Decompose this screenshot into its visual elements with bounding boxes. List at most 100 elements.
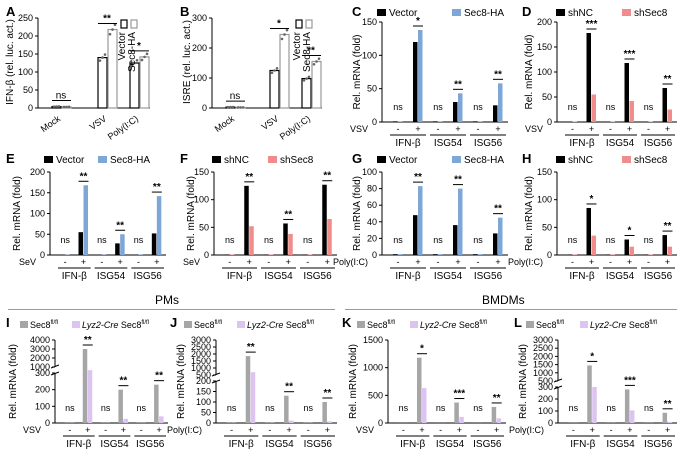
panel-c-bar xyxy=(418,30,423,122)
panel-f-bar xyxy=(288,234,293,255)
panel-j-sig-label: ns xyxy=(227,403,237,413)
panel-i-treatment-sign: - xyxy=(68,425,71,435)
panel-e-treatment-sign: + xyxy=(154,257,159,267)
panel-k-treatment-sign: - xyxy=(439,425,442,435)
panel-c-bar xyxy=(453,102,458,122)
panel-h-treatment-sign: - xyxy=(609,257,612,267)
panel-g-bar xyxy=(478,254,483,255)
panel-h-y-tick-label: 50 xyxy=(542,222,552,232)
panel-k-sig-label: ns xyxy=(473,403,483,413)
panel-e-y-tick-label: 0 xyxy=(40,250,45,260)
panel-b-dot xyxy=(286,29,289,32)
panel-d-bar xyxy=(668,110,673,123)
section-label-pms: PMs xyxy=(155,293,179,307)
panel-h-bar xyxy=(606,254,611,255)
panel-d-y-label: Rel. mRNA (fold) xyxy=(524,34,535,109)
panel-g-gene-label: ISG54 xyxy=(434,271,463,282)
panel-l-y-tick-label: 300 xyxy=(538,382,553,392)
panel-c-gene-label: IFN-β xyxy=(395,138,420,149)
panel-e-y-label: Rel. mRNA (fold) xyxy=(12,176,23,251)
panel-f-sig-label: ns xyxy=(225,235,235,245)
panel-c-treatment-sign: - xyxy=(437,124,440,134)
panel-k-bar xyxy=(459,417,464,423)
panel-l-sig-label: ns xyxy=(644,403,654,413)
panel-h-sig-label: ns xyxy=(568,235,578,245)
panel-i-bar xyxy=(154,385,159,423)
panel-c-treatment-sign: - xyxy=(397,124,400,134)
panel-a-bar xyxy=(108,30,117,108)
panel-g-sig-label: ns xyxy=(473,235,483,245)
panel-c-legend-swatch xyxy=(452,9,461,16)
panel-k-treatment-sign: - xyxy=(477,425,480,435)
panel-a-sig-label: ** xyxy=(103,14,111,25)
panel-f-bar xyxy=(283,223,288,255)
panel-j-legend-swatch xyxy=(184,321,192,328)
panel-c-sig-label: ** xyxy=(494,69,502,80)
panel-h-legend-label: shSec8 xyxy=(634,155,668,166)
panel-l-stimulus-label: Poly(I:C) xyxy=(509,425,544,435)
panel-e-sig-label: ** xyxy=(116,220,124,231)
panel-i-y-tick-label: 4000 xyxy=(30,335,50,345)
panel-f-treatment-sign: + xyxy=(286,257,291,267)
panel-b-dot xyxy=(305,77,308,80)
panel-d-y-tick-label: 150 xyxy=(537,42,552,52)
panel-g-y-tick-label: 100 xyxy=(362,167,377,177)
legend-base-part: Sec8 xyxy=(536,320,557,330)
panel-h-treatment-sign: + xyxy=(665,257,670,267)
panel-f-legend-label: shSec8 xyxy=(280,155,314,166)
panel-d-treatment-sign: + xyxy=(665,124,670,134)
panel-l-legend-label: Sec8fl/fl xyxy=(536,320,564,330)
panel-i-sig-label: ns xyxy=(136,403,146,413)
panel-c-bar xyxy=(398,121,403,122)
panel-j-letter: J xyxy=(170,315,177,330)
panel-h-bar xyxy=(644,254,649,255)
panel-e-gene-label: ISG54 xyxy=(97,271,126,282)
panel-i-treatment-sign: - xyxy=(140,425,143,435)
panel-j-treatment-sign: - xyxy=(307,425,310,435)
panel-f-treatment-sign: + xyxy=(247,257,252,267)
panel-l-y-label: Rel. mRNA (fold) xyxy=(518,344,529,419)
panel-k-legend-label: Lyz2-Cre Sec8fl/fl xyxy=(420,320,487,330)
panel-g-legend-swatch xyxy=(452,156,461,163)
panel-h-bar xyxy=(625,240,630,255)
panel-f-legend-swatch xyxy=(212,156,221,163)
panel-l-treatment-sign: - xyxy=(572,425,575,435)
panel-h-bar xyxy=(592,236,597,255)
panel-k-legend-swatch xyxy=(357,321,365,328)
panel-e-bar xyxy=(84,185,89,255)
panel-i-stimulus-label: VSV xyxy=(23,425,41,435)
panel-g-treatment-sign: - xyxy=(477,257,480,267)
panel-d-bar xyxy=(611,122,616,123)
panel-l-y-tick-label: 100 xyxy=(538,406,553,416)
panel-g-treatment-sign: + xyxy=(495,257,500,267)
panel-e-legend-swatch xyxy=(98,156,107,163)
legend-superscript: fl/fl xyxy=(215,320,223,326)
panel-j-treatment-sign: + xyxy=(286,425,291,435)
panel-l-sig-label: ** xyxy=(664,399,672,410)
section-divider-pms xyxy=(8,309,335,310)
legend-italic-part: Lyz2-Cre xyxy=(590,320,626,330)
panel-f-sig-label: ** xyxy=(323,171,331,182)
panel-e-sig-label: ** xyxy=(153,182,161,193)
panel-d-bar xyxy=(592,95,597,123)
panel-d-treatment-sign: + xyxy=(627,124,632,134)
panel-j-treatment-sign: + xyxy=(248,425,253,435)
panel-f-stimulus-label: SeV xyxy=(183,257,200,267)
panel-b-dot xyxy=(303,79,306,82)
panel-j-sig-label: ** xyxy=(285,382,293,393)
panel-f-bar xyxy=(269,254,274,255)
panel-a-dot xyxy=(101,56,104,59)
panel-l-gene-label: IFN-β xyxy=(570,439,595,450)
panel-i-legend-label: Lyz2-Cre Sec8fl/fl xyxy=(82,320,149,330)
panel-a-x-tick-label: VSV xyxy=(88,113,108,132)
panel-j-gene-label: IFN-β xyxy=(229,439,254,450)
panel-d-gene-label: ISG56 xyxy=(644,138,673,149)
panel-l-treatment-sign: + xyxy=(627,425,632,435)
panel-f-treatment-sign: + xyxy=(325,257,330,267)
panel-b-y-tick-label: 0 xyxy=(202,103,207,113)
panel-f-bar xyxy=(244,186,249,255)
panel-i-y-tick-label: 0 xyxy=(45,418,50,428)
panel-b-bar xyxy=(312,62,321,109)
panel-d-treatment-sign: + xyxy=(589,124,594,134)
panel-f-legend-swatch xyxy=(268,156,277,163)
